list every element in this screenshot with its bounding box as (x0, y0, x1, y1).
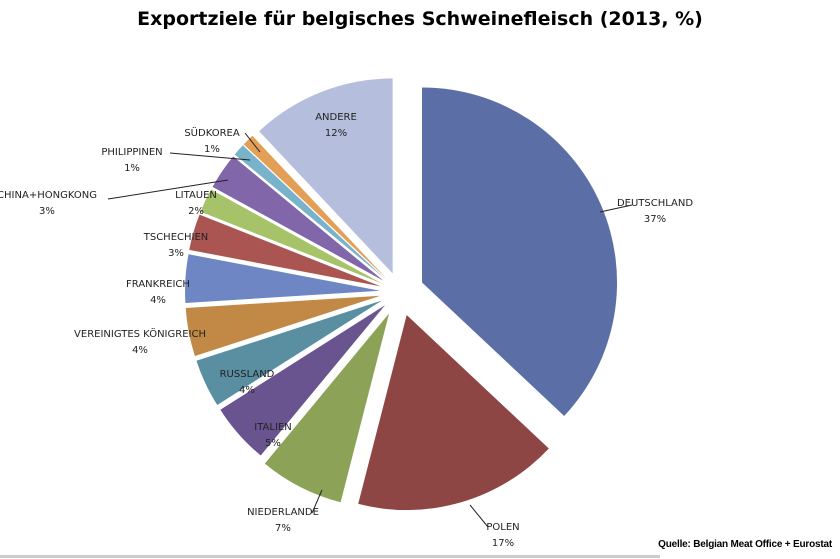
data-label-value: 2% (188, 206, 204, 217)
data-label-name: ANDERE (315, 112, 357, 123)
leader-line (244, 132, 261, 153)
pie-slice-litauen (200, 189, 382, 284)
source-note: Quelle: Belgian Meat Office + Eurostat (658, 539, 832, 550)
data-label-name: TSCHECHIEN (143, 232, 209, 243)
data-label-value: 7% (275, 523, 291, 534)
data-label-name: LITAUEN (175, 190, 217, 201)
data-label: POLEN 17% (486, 520, 519, 552)
data-label-name: DEUTSCHLAND (616, 198, 694, 209)
data-label: RUSSLAND 4% (220, 367, 275, 399)
data-label-value: 4% (132, 345, 148, 356)
data-label: VEREINIGTES KÖNIGREICH 4% (74, 327, 206, 359)
data-label-name: PHILIPPINEN (101, 147, 163, 158)
data-label: FRANKREICH 4% (126, 277, 190, 309)
leader-line (107, 179, 229, 200)
data-label: ANDERE 12% (315, 110, 357, 142)
data-label: CHINA+HONGKONG 3% (0, 188, 97, 220)
pie-slice-frankreich (185, 254, 381, 303)
data-label: SÜDKOREA 1% (184, 126, 239, 158)
pie-slice-tschechien (189, 214, 381, 287)
data-label-value: 3% (168, 248, 184, 259)
data-label-name: ITALIEN (254, 422, 292, 433)
data-label-value: 37% (643, 214, 667, 225)
data-label: TSCHECHIEN 3% (144, 230, 209, 262)
pie-slice-russland (196, 300, 382, 406)
bottom-divider (0, 555, 660, 558)
data-label-value: 12% (324, 128, 348, 139)
pie-slice-polen (358, 315, 549, 511)
leader-line (311, 489, 323, 514)
data-label-name: SÜDKOREA (184, 128, 240, 139)
pie-slice-italien (220, 305, 385, 456)
data-label-name: RUSSLAND (219, 369, 275, 380)
pie-slice-deutschland (422, 87, 618, 416)
leader-line (469, 504, 489, 528)
pie-slice-philippinen (234, 145, 385, 279)
chart-title: Exportziele für belgisches Schweinefleis… (137, 8, 703, 30)
data-label: NIEDERLANDE 7% (247, 505, 319, 537)
pie-slice-niederlande (264, 313, 390, 503)
leader-line (169, 152, 251, 161)
data-label-value: 4% (239, 385, 255, 396)
data-label: DEUTSCHLAND 37% (617, 196, 693, 228)
data-label-name: CHINA+HONGKONG (0, 190, 97, 201)
data-label-name: NIEDERLANDE (247, 507, 319, 518)
data-label-value: 5% (265, 438, 281, 449)
data-label-value: 3% (39, 206, 55, 217)
leader-line (599, 204, 633, 213)
data-label: PHILIPPINEN 1% (101, 145, 162, 177)
pie-slice-südkorea (243, 135, 386, 278)
data-label-name: VEREINIGTES KÖNIGREICH (74, 329, 206, 340)
data-label: ITALIEN 5% (254, 420, 291, 452)
data-label-value: 1% (204, 144, 220, 155)
data-label-name: POLEN (486, 522, 520, 533)
pie-slice-andere (259, 78, 393, 274)
pie-slice-vereinigtes-königreich (185, 295, 381, 357)
pie-slice-china-hongkong (212, 156, 384, 281)
data-label-name: FRANKREICH (126, 279, 190, 290)
data-label-value: 4% (150, 295, 166, 306)
data-label-value: 1% (124, 163, 140, 174)
data-label-value: 17% (491, 538, 515, 549)
data-label: LITAUEN 2% (175, 188, 217, 220)
